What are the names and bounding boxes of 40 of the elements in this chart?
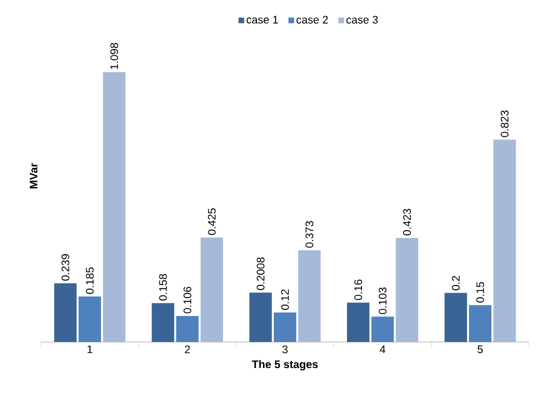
bar bbox=[200, 238, 224, 342]
data-label: 0.425 bbox=[208, 208, 216, 235]
bar bbox=[346, 302, 370, 342]
data-label: 0.16 bbox=[354, 280, 362, 300]
x-tick-label: 5 bbox=[478, 346, 483, 354]
x-tick-label: 1 bbox=[88, 346, 92, 354]
bar bbox=[176, 316, 199, 342]
data-label: 0.823 bbox=[500, 110, 508, 138]
bar bbox=[78, 296, 102, 342]
legend-label: case 3 bbox=[346, 16, 378, 24]
bar bbox=[493, 140, 516, 342]
legend-label: case 2 bbox=[296, 16, 328, 24]
bar bbox=[274, 312, 296, 342]
bar bbox=[249, 292, 272, 342]
data-label: 0.103 bbox=[378, 288, 386, 314]
data-label: 0.12 bbox=[281, 290, 289, 310]
x-tick-label: 3 bbox=[282, 346, 288, 354]
data-label: 1.098 bbox=[110, 42, 118, 70]
data-label: 0.106 bbox=[184, 286, 192, 314]
bar bbox=[54, 283, 77, 342]
data-label: 0.2008 bbox=[256, 257, 264, 290]
bar bbox=[298, 250, 321, 342]
x-axis-title: The 5 stages bbox=[252, 360, 318, 370]
data-label: 0.15 bbox=[476, 282, 484, 303]
data-label: 0.423 bbox=[403, 208, 411, 236]
data-label: 0.158 bbox=[159, 274, 167, 301]
bar bbox=[468, 305, 492, 342]
data-label: 0.185 bbox=[86, 267, 94, 294]
bar bbox=[152, 303, 174, 342]
x-tick-label: 2 bbox=[184, 346, 190, 354]
bar bbox=[371, 316, 394, 342]
legend-label: case 1 bbox=[246, 16, 278, 24]
bar bbox=[444, 292, 468, 342]
data-label: 0.2 bbox=[452, 276, 460, 290]
y-axis-title: MVar bbox=[30, 163, 38, 188]
bar bbox=[396, 238, 418, 342]
bar bbox=[102, 72, 126, 342]
x-tick-label: 4 bbox=[380, 346, 386, 354]
data-label: 0.373 bbox=[306, 221, 314, 248]
data-label: 0.239 bbox=[62, 254, 70, 281]
